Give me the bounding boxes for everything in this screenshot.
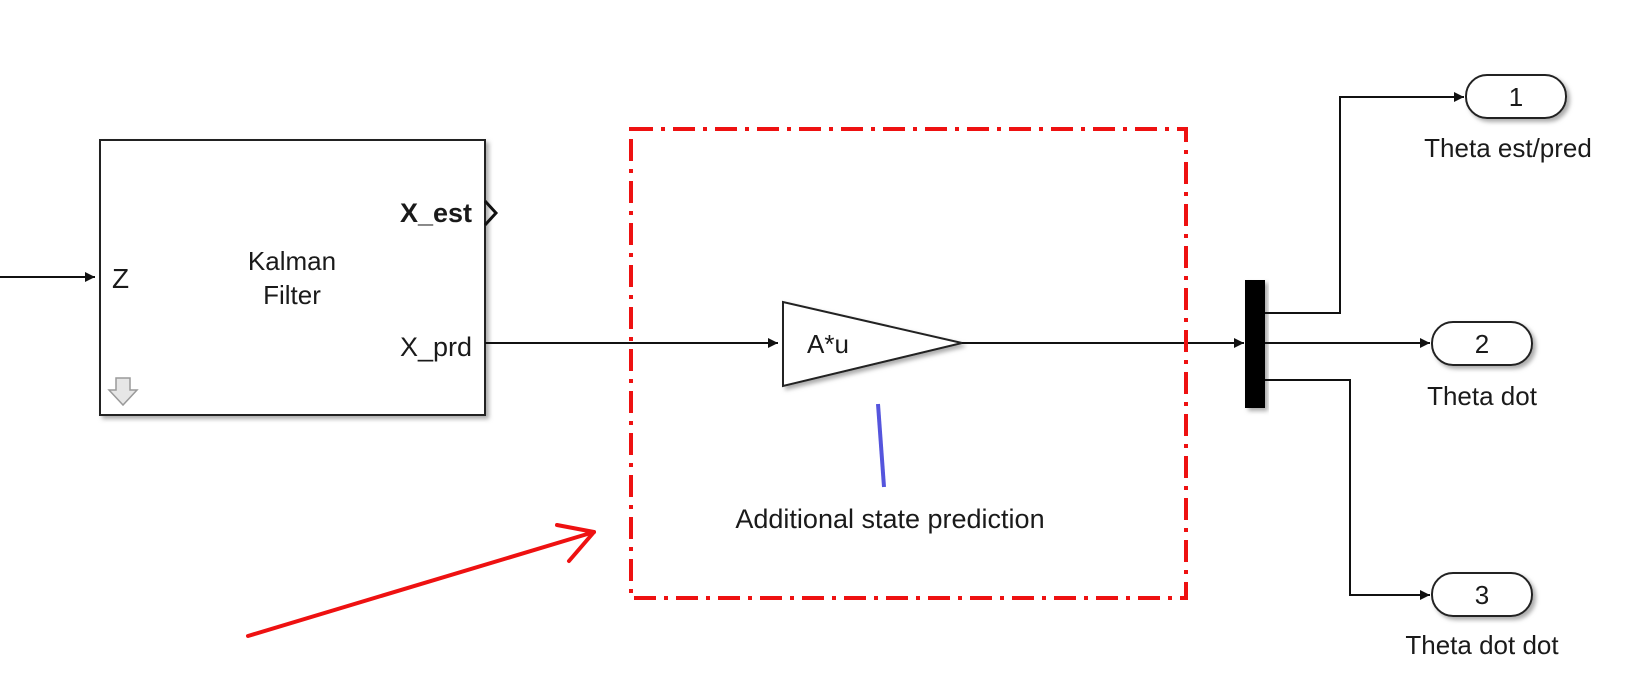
- outport-3-number: 3: [1475, 580, 1489, 610]
- demux-block[interactable]: [1245, 280, 1265, 408]
- outport-1[interactable]: 1 Theta est/pred: [1424, 74, 1592, 163]
- outport-2[interactable]: 2 Theta dot: [1427, 321, 1538, 411]
- outport-3[interactable]: 3 Theta dot dot: [1405, 572, 1559, 660]
- input-port-z-label: Z: [112, 263, 129, 294]
- down-arrow-icon: [107, 377, 139, 407]
- output-port-xest-label: X_est: [400, 198, 472, 228]
- outport-2-number: 2: [1475, 329, 1489, 359]
- signal-line-to-outport-3[interactable]: [1265, 379, 1430, 600]
- output-port-chevron-icon: [483, 199, 499, 227]
- output-port-xprd-label: X_prd: [400, 332, 472, 362]
- gain-block[interactable]: A*u: [782, 300, 963, 388]
- kalman-title-line2: Filter: [263, 280, 321, 310]
- kalman-title-line1: Kalman: [248, 246, 336, 276]
- outport-1-number: 1: [1509, 82, 1523, 112]
- red-pointer-arrow: [246, 523, 596, 638]
- outport-1-label: Theta est/pred: [1424, 133, 1592, 163]
- kalman-filter-block[interactable]: Kalman Filter Z X_est X_prd: [99, 139, 499, 416]
- annotation-connector-line: [876, 403, 886, 488]
- highlight-box: [629, 127, 1188, 600]
- annotation-text: Additional state prediction: [735, 504, 1044, 534]
- outport-3-label: Theta dot dot: [1405, 630, 1559, 660]
- outport-2-label: Theta dot: [1427, 381, 1538, 411]
- gain-label: A*u: [807, 329, 849, 359]
- signal-line-to-outport-1[interactable]: [1265, 92, 1464, 314]
